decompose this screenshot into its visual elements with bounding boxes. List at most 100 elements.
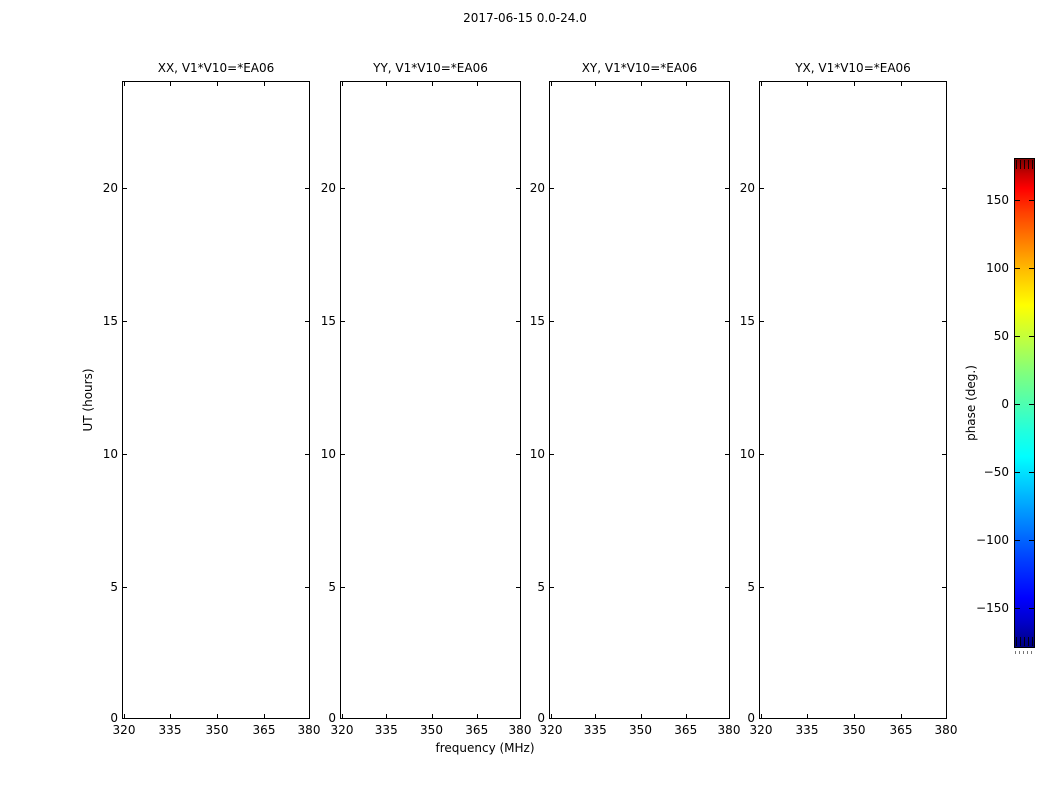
x-tick-label: 320 — [330, 723, 354, 737]
subplot-title-xy: XY, V1*V10=*EA06 — [581, 61, 698, 75]
x-tick-label: 335 — [583, 723, 607, 737]
x-tick-mark — [595, 714, 597, 718]
colorbar-tick-mark — [1029, 267, 1034, 269]
x-tick-label: 380 — [934, 723, 958, 737]
colorbar-tick-mark-left — [1015, 540, 1020, 542]
colorbar-tick-label: 150 — [986, 192, 1009, 207]
y-tick-mark-right — [516, 587, 520, 589]
colorbar-tick-mark-left — [1015, 199, 1020, 201]
x-tick-mark — [640, 714, 642, 718]
x-tick-label: 380 — [297, 723, 321, 737]
x-tick-label: 335 — [374, 723, 398, 737]
y-tick-label: 0 — [537, 711, 545, 725]
y-tick-mark-right — [305, 454, 309, 456]
x-tick-mark-top — [761, 82, 762, 86]
y-tick-mark — [341, 454, 345, 456]
y-tick-mark-right — [725, 718, 729, 719]
y-tick-mark-right — [942, 188, 946, 190]
x-tick-mark — [946, 714, 947, 718]
y-tick-label: 0 — [328, 711, 336, 725]
y-tick-label: 10 — [739, 447, 755, 462]
x-tick-mark — [476, 714, 478, 718]
y-tick-label: 5 — [328, 580, 336, 595]
subplot-title-yy: YY, V1*V10=*EA06 — [373, 61, 488, 75]
y-tick-mark — [760, 587, 764, 589]
x-tick-mark-top — [431, 82, 433, 86]
colorbar-tick-mark-left — [1015, 404, 1020, 405]
y-tick-label: 10 — [102, 447, 118, 462]
colorbar-tick-label: 0 — [1001, 397, 1009, 411]
y-tick-label: 0 — [747, 711, 755, 725]
x-tick-mark — [807, 714, 808, 718]
x-tick-label: 365 — [674, 723, 698, 737]
y-tick-mark-right — [725, 587, 729, 589]
colorbar-tick-mark-left — [1015, 608, 1020, 610]
y-tick-mark-right — [305, 587, 309, 589]
y-tick-mark — [760, 718, 764, 719]
x-tick-mark — [431, 714, 433, 718]
x-tick-label: 365 — [889, 723, 913, 737]
y-tick-label: 20 — [102, 181, 118, 196]
y-tick-mark — [123, 454, 127, 456]
y-tick-mark-right — [725, 454, 729, 456]
x-tick-mark — [170, 714, 171, 718]
colorbar-tick-mark — [1029, 608, 1034, 610]
x-tick-label: 380 — [508, 723, 532, 737]
y-tick-label: 20 — [529, 181, 545, 196]
y-tick-mark — [760, 454, 764, 456]
figure-suptitle: 2017-06-15 0.0-24.0 — [463, 11, 587, 25]
x-tick-mark — [520, 714, 521, 718]
x-tick-mark-top — [520, 82, 521, 86]
y-tick-mark-right — [305, 321, 309, 323]
y-tick-label: 5 — [747, 580, 755, 595]
y-tick-mark-right — [516, 454, 520, 456]
colorbar[interactable]: −150 −100 −50 0 50 100 150 — [976, 158, 1035, 648]
colorbar-tick-mark — [1029, 335, 1034, 337]
x-tick-mark — [854, 714, 855, 718]
colorbar-tick-mark — [1029, 472, 1034, 474]
x-tick-mark-top — [386, 82, 388, 86]
y-tick-mark-right — [942, 587, 946, 589]
y-tick-mark — [550, 587, 554, 589]
x-tick-mark — [217, 714, 218, 718]
x-axis-label: frequency (MHz) — [435, 741, 535, 755]
y-tick-mark-right — [305, 188, 309, 190]
subplot-axes-yx[interactable]: YX, V1*V10=*EA06 320 335 350 365 380 0 5 10 15 20 — [740, 61, 958, 737]
x-tick-mark-top — [685, 82, 687, 86]
x-tick-mark-top — [807, 82, 808, 86]
y-tick-mark-right — [942, 718, 946, 719]
y-tick-mark — [550, 321, 554, 323]
colorbar-tick-mark — [1029, 199, 1034, 201]
y-tick-label: 15 — [320, 314, 336, 329]
x-tick-mark-top — [854, 82, 855, 86]
y-tick-label: 0 — [110, 711, 118, 725]
colorbar-gradient: −150 −100 −50 0 50 100 150 — [976, 158, 1035, 648]
x-tick-mark — [685, 714, 687, 718]
y-tick-mark-right — [725, 188, 729, 190]
colorbar-tick-label: −50 — [983, 465, 1009, 480]
subplot-axes-xx[interactable]: XX, V1*V10=*EA06 320 335 350 365 380 0 5 10 15 20 — [103, 61, 321, 737]
colorbar-under-cap — [1016, 637, 1035, 646]
x-tick-mark — [386, 714, 388, 718]
y-tick-mark — [760, 188, 764, 190]
subplot-axes-xy[interactable]: XY, V1*V10=*EA06 320 335 350 365 380 0 5 10 15 20 — [530, 61, 741, 737]
y-tick-label: 10 — [320, 447, 336, 462]
x-tick-mark-top — [595, 82, 597, 86]
y-tick-mark-right — [942, 321, 946, 323]
subplot-title-yx: YX, V1*V10=*EA06 — [795, 61, 911, 75]
y-tick-mark — [760, 321, 764, 323]
y-tick-label: 5 — [537, 580, 545, 595]
y-tick-mark — [550, 454, 554, 456]
x-tick-mark-top — [342, 82, 343, 86]
x-tick-label: 320 — [749, 723, 773, 737]
colorbar-tick-label: 50 — [993, 328, 1009, 343]
x-tick-mark-top — [551, 82, 552, 86]
subplot-axes-yy[interactable]: YY, V1*V10=*EA06 320 335 350 365 380 0 5 10 15 20 — [321, 61, 532, 737]
x-tick-mark-top — [170, 82, 171, 86]
x-tick-mark-top — [309, 82, 310, 86]
y-tick-label: 5 — [110, 580, 118, 595]
y-tick-mark-right — [516, 321, 520, 323]
x-tick-mark-top — [217, 82, 218, 86]
subplot-title-xx: XX, V1*V10=*EA06 — [157, 61, 275, 75]
